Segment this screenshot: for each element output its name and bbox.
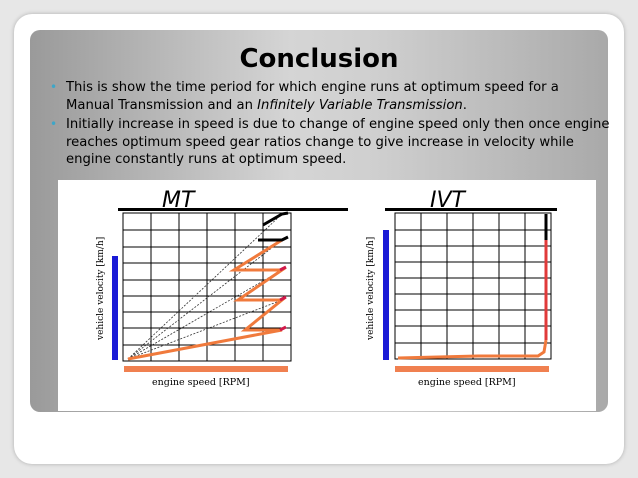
mt-y-axis-label: vehicle velocity [km/h] [96,237,106,341]
bullet-icon: • [50,117,58,131]
ivt-title-rule [385,208,557,211]
mt-top-gear-line [258,235,289,242]
ivt-rpm-bar [395,366,549,372]
slide-title: Conclusion [239,44,399,74]
mt-x-axis-label: engine speed [RPM] [152,377,250,388]
bullet-item-2: • Initially increase in speed is due to … [50,116,610,169]
mt-rpm-bar [124,366,288,372]
figure-svg: MT [96,188,557,388]
mt-panel: MT [96,188,348,388]
mt-top-gear-line-2 [262,211,289,227]
mt-speed-curve [127,238,287,361]
ivt-x-axis-label: engine speed [RPM] [418,377,516,388]
bullet-2-text: Initially increase in speed is due to ch… [66,117,610,167]
ivt-y-axis-label: vehicle velocity [km/h] [366,237,376,341]
ivt-low-speed-curve [397,339,548,360]
mt-title-rule [118,208,348,211]
mt-grid [122,212,292,362]
bullet-list: • This is show the time period for which… [50,79,610,171]
mt-velocity-bar [112,256,118,360]
transmission-figure: MT [58,180,596,411]
mt-redline-marks [279,265,287,332]
ivt-velocity-bar [383,230,389,360]
ivt-grid [394,212,552,360]
bullet-item-1: • This is show the time period for which… [50,79,610,114]
ivt-panel: IVT vehicle velocit [366,188,557,388]
bullet-1-emphasis: Infinitely Variable Transmission [257,97,463,113]
bullet-1-end: . [462,97,467,113]
bullet-1-text: This is show the time period for which e… [66,80,559,113]
bullet-icon: • [50,80,58,94]
